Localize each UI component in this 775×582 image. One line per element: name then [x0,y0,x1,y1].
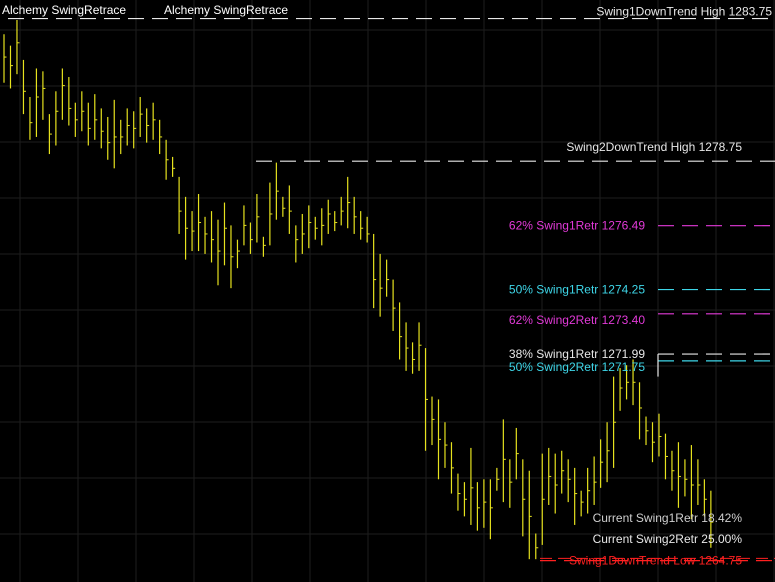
swing2-62pct-label: 62% Swing2Retr 1273.40 [509,313,645,327]
swing2-high-label: Swing2DownTrend High 1278.75 [566,140,742,154]
swing1-50pct-label: 50% Swing1Retr 1274.25 [509,283,645,297]
current-swing1-retr-label: Current Swing1Retr 18.42% [593,511,743,525]
swing1-38pct-label: 38% Swing1Retr 1271.99 [509,347,645,361]
swing1-62pct-label: 62% Swing1Retr 1276.49 [509,219,645,233]
current-swing2-retr-label: Current Swing2Retr 25.00% [593,532,743,546]
retracement-levels [8,17,775,562]
swing1-high-label: Swing1DownTrend High 1283.75 [596,5,772,19]
indicator-title-2: Alchemy SwingRetrace [164,3,288,17]
indicator-title: Alchemy SwingRetrace [2,3,126,17]
price-bars [3,19,714,560]
swing2-50pct-label: 50% Swing2Retr 1271.75 [509,360,645,374]
level-labels: Swing1DownTrend High 1283.75 Swing2DownTr… [509,5,772,568]
swing1-low-label: Swing1DownTrend Low 1264.75 [569,554,742,568]
